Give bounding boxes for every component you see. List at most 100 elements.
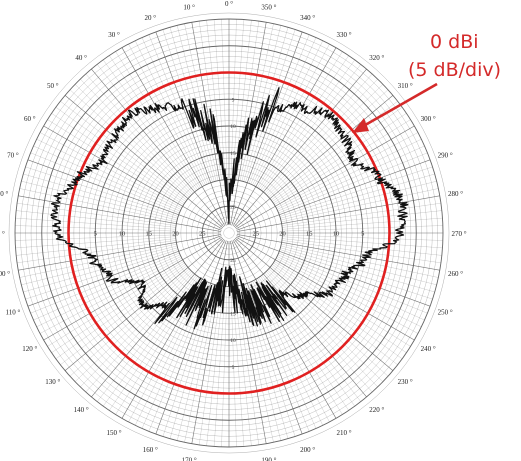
grid-spoke-minor [30, 152, 180, 214]
grid-spoke-minor [97, 64, 197, 191]
grid-spoke-minor [268, 268, 389, 377]
grid-spoke-minor [199, 21, 222, 181]
grid-spoke-major [27, 159, 222, 231]
grid-spoke-minor [135, 40, 206, 185]
grid-spoke-minor [236, 285, 259, 445]
polar-grid [8, 12, 450, 454]
grid-spoke-major [191, 240, 228, 444]
grid-spoke-minor [148, 282, 210, 432]
grid-spoke-minor [280, 181, 437, 221]
angle-label: 140 ° [74, 406, 89, 414]
grid-spoke-minor [17, 240, 177, 263]
grid-spoke-minor [241, 25, 281, 182]
grid-spoke-minor [213, 286, 226, 447]
grid-spoke-minor [69, 268, 190, 377]
grid-spoke-minor [60, 101, 187, 201]
grid-spoke-minor [36, 256, 181, 327]
grid-spoke-minor [25, 249, 179, 300]
angle-label: 250 ° [438, 309, 453, 317]
grid-spoke-minor [282, 238, 442, 256]
outer-tick-ring [8, 12, 450, 454]
grid-spoke-minor [280, 173, 435, 219]
grid-spoke-minor [15, 234, 176, 241]
grid-spoke-major [18, 234, 222, 271]
angle-label: 170 ° [182, 457, 197, 461]
grid-spoke-minor [279, 249, 433, 300]
angle-label: 260 ° [448, 270, 463, 278]
angle-label: 320 ° [369, 54, 384, 62]
angle-label: 90 ° [0, 230, 5, 238]
grid-spoke-minor [278, 152, 428, 214]
angle-label: 120 ° [22, 345, 37, 353]
grid-spoke-major [236, 235, 431, 307]
grid-spoke-minor [23, 173, 178, 219]
grid-spoke-major [236, 234, 440, 271]
grid-spoke-major [236, 159, 431, 231]
angle-label: 300 ° [421, 115, 436, 123]
grid-spoke-minor [30, 252, 180, 314]
grid-spoke-minor [15, 217, 176, 230]
grid-spoke-minor [282, 236, 443, 249]
grid-spoke-minor [253, 280, 330, 423]
grid-spoke-minor [277, 256, 422, 327]
grid-spoke-minor [213, 19, 226, 180]
grid-spoke-minor [282, 234, 443, 241]
angle-label: 210 ° [336, 429, 351, 437]
grid-spoke-minor [276, 257, 419, 334]
grid-spoke-minor [17, 203, 177, 226]
grid-spoke-major [155, 240, 227, 435]
grid-spoke-major [233, 68, 367, 228]
grid-spoke-minor [245, 29, 296, 183]
radial-tick-label: 10 [119, 231, 126, 238]
grid-spoke-minor [39, 257, 182, 334]
grid-spoke-minor [268, 89, 389, 198]
grid-spoke-minor [128, 43, 205, 186]
grid-spoke-minor [47, 119, 184, 205]
grid-spoke-minor [60, 265, 187, 365]
grid-spoke-minor [103, 59, 198, 190]
grid-spoke-minor [109, 55, 200, 189]
grid-spoke-minor [162, 29, 213, 183]
radial-tick-label: 20 [172, 231, 179, 238]
data-layer [50, 71, 438, 395]
grid-spoke-minor [128, 280, 205, 423]
grid-spoke-major [64, 95, 224, 229]
angle-label: 270 ° [451, 230, 466, 238]
angle-label: 150 ° [106, 429, 121, 437]
grid-spoke-minor [221, 19, 228, 180]
radial-tick-label: 10 [333, 231, 340, 238]
grid-spoke-minor [74, 270, 191, 382]
grid-spoke-minor [115, 51, 201, 188]
angle-label: 220 ° [369, 406, 384, 414]
grid-spoke-major [232, 47, 337, 227]
grid-spoke-minor [51, 262, 185, 353]
grid-spoke-minor [257, 51, 343, 188]
angle-label: 100 ° [0, 270, 10, 278]
grid-spoke-minor [74, 84, 191, 196]
angle-label: 130 ° [45, 378, 60, 386]
grid-spoke-minor [277, 139, 422, 210]
grid-spoke-major [236, 195, 440, 232]
grid-spoke-minor [33, 145, 181, 212]
grid-spoke-major [232, 239, 337, 419]
grid-spoke-minor [21, 181, 178, 221]
grid-spoke-minor [199, 285, 222, 445]
grid-spoke-major [233, 238, 367, 398]
grid-spoke-minor [279, 166, 433, 217]
angle-label: 110 ° [6, 309, 21, 317]
grid-spoke-minor [221, 286, 228, 447]
grid-spoke-minor [16, 238, 176, 256]
angle-label: 310 ° [398, 82, 413, 90]
grid-spoke-minor [274, 119, 411, 205]
grid-spoke-minor [274, 261, 411, 347]
grid-spoke-minor [230, 286, 237, 447]
grid-spoke-minor [276, 132, 419, 209]
radial-tick-label: 5 [361, 231, 364, 238]
grid-spoke-major [230, 240, 267, 444]
angle-label: 50 ° [47, 82, 59, 90]
grid-spoke-minor [85, 73, 194, 194]
angle-label: 20 ° [145, 14, 157, 22]
radial-tick-label: 15 [230, 151, 236, 157]
grid-spoke-minor [25, 166, 179, 217]
radial-tick-label: 25 [230, 204, 236, 210]
